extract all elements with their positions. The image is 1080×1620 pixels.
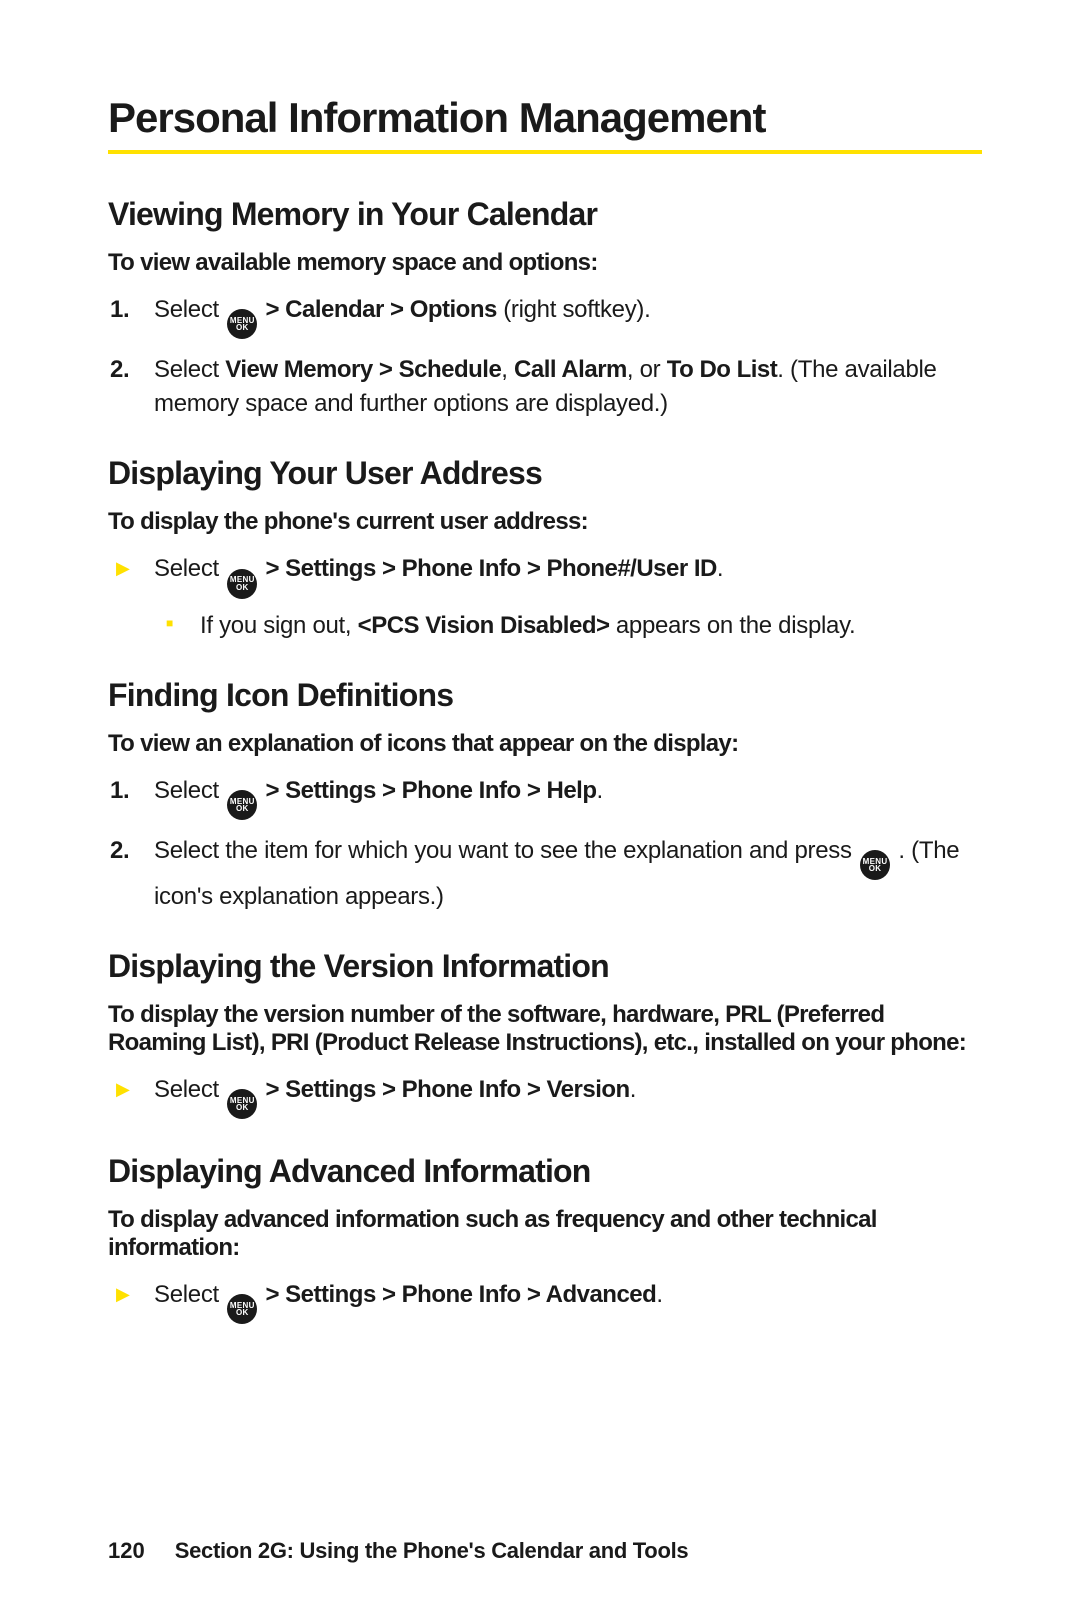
section-heading: Displaying Your User Address — [108, 455, 982, 492]
step-bold: > Settings > Phone Info > Phone#/User ID — [259, 555, 717, 582]
arrow-item: Select MENUOK > Settings > Phone Info > … — [154, 1278, 982, 1324]
page-title: Personal Information Management — [108, 94, 982, 154]
menu-ok-icon: MENUOK — [227, 309, 257, 339]
step-item: 1. Select MENUOK > Calendar > Options (r… — [154, 293, 982, 339]
menu-ok-icon: MENUOK — [227, 1294, 257, 1324]
step-bold: > Calendar > Options — [259, 296, 497, 323]
step-bold: Call Alarm — [514, 356, 627, 383]
arrow-item: Select MENUOK > Settings > Phone Info > … — [154, 552, 982, 642]
step-item: 2. Select View Memory > Schedule, Call A… — [154, 353, 982, 421]
step-text: Select — [154, 1281, 219, 1308]
step-text: . — [717, 555, 723, 582]
section-intro: To display the version number of the sof… — [108, 1001, 982, 1057]
step-text: , — [501, 356, 514, 383]
step-bold: <PCS Vision Disabled> — [358, 612, 610, 639]
step-text: (right softkey). — [497, 296, 651, 323]
menu-ok-icon: MENUOK — [227, 1089, 257, 1119]
menu-ok-icon: MENUOK — [860, 850, 890, 880]
step-text: Select — [154, 1076, 219, 1103]
section-intro: To display advanced information such as … — [108, 1206, 982, 1262]
menu-ok-icon: MENUOK — [227, 790, 257, 820]
step-bold: To Do List — [667, 356, 778, 383]
step-text: Select — [154, 555, 219, 582]
page-footer: 120 Section 2G: Using the Phone's Calenda… — [108, 1538, 688, 1564]
step-text: , or — [627, 356, 667, 383]
menu-ok-icon: MENUOK — [227, 569, 257, 599]
step-text: appears on the display. — [610, 612, 856, 639]
section-heading: Viewing Memory in Your Calendar — [108, 196, 982, 233]
arrow-item: Select MENUOK > Settings > Phone Info > … — [154, 1073, 982, 1119]
step-bold: > Settings > Phone Info > Version — [259, 1076, 629, 1103]
step-text: Select the item for which you want to se… — [154, 837, 858, 864]
step-text: Select — [154, 296, 219, 323]
section-intro: To display the phone's current user addr… — [108, 508, 982, 536]
section-heading: Displaying Advanced Information — [108, 1153, 982, 1190]
section-intro: To view available memory space and optio… — [108, 249, 982, 277]
step-text: . — [630, 1076, 636, 1103]
step-text: . — [597, 777, 603, 804]
sub-item: If you sign out, <PCS Vision Disabled> a… — [200, 609, 982, 643]
section-intro: To view an explanation of icons that app… — [108, 730, 982, 758]
step-item: 2. Select the item for which you want to… — [154, 834, 982, 914]
footer-text: Section 2G: Using the Phone's Calendar a… — [175, 1538, 689, 1563]
page-number: 120 — [108, 1538, 145, 1563]
step-bold: > Settings > Phone Info > Help — [259, 777, 596, 804]
step-text: Select — [154, 777, 219, 804]
step-text: If you sign out, — [200, 612, 358, 639]
section-heading: Displaying the Version Information — [108, 948, 982, 985]
step-bold: View Memory > Schedule — [225, 356, 501, 383]
step-bold: > Settings > Phone Info > Advanced — [259, 1281, 656, 1308]
step-text: Select — [154, 356, 225, 383]
step-item: 1. Select MENUOK > Settings > Phone Info… — [154, 774, 982, 820]
step-text: . — [656, 1281, 662, 1308]
section-heading: Finding Icon Definitions — [108, 677, 982, 714]
